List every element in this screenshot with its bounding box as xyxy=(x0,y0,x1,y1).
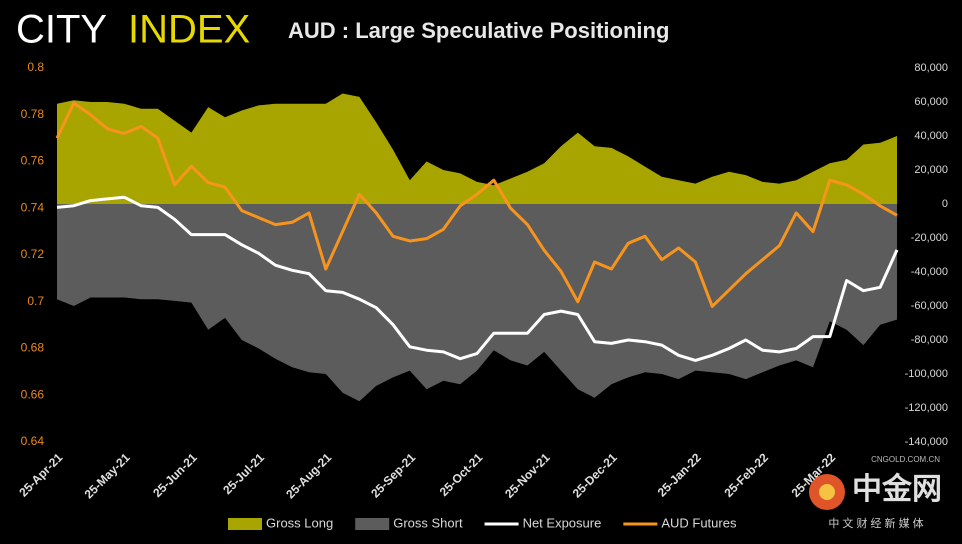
y-tick-label: 0.7 xyxy=(27,294,44,308)
y2-tick-label: -140,000 xyxy=(905,436,948,448)
y2-tick-label: -100,000 xyxy=(905,368,948,380)
y-tick-label: 0.66 xyxy=(21,387,45,401)
y2-tick-label: -120,000 xyxy=(905,402,948,414)
line xyxy=(55,101,898,308)
y2-tick-label: -80,000 xyxy=(911,334,948,346)
y2-tick-label: -60,000 xyxy=(911,300,948,312)
y-tick-label: 0.78 xyxy=(21,107,45,121)
y-tick-label: 0.68 xyxy=(21,341,45,355)
logo-right: INDEX xyxy=(128,8,250,52)
legend-label: AUD Futures xyxy=(661,515,737,530)
chart-title: AUD : Large Speculative Positioning xyxy=(288,18,669,43)
y2-tick-label: 40,000 xyxy=(914,130,948,142)
legend-label: Net Exposure xyxy=(523,515,602,530)
logo-left: CITY xyxy=(16,8,107,52)
watermark-tagline: 中 文 财 经 新 媒 体 xyxy=(828,516,923,530)
y2-tick-label: 60,000 xyxy=(914,96,948,108)
y-tick-label: 0.74 xyxy=(21,200,45,214)
area xyxy=(57,93,897,204)
legend-label: Gross Long xyxy=(266,515,333,530)
y2-tick-label: 20,000 xyxy=(914,164,948,176)
y-tick-label: 0.64 xyxy=(21,434,45,448)
legend-swatch xyxy=(228,518,262,530)
watermark-icon-inner xyxy=(819,484,835,500)
legend-label: Gross Short xyxy=(393,515,463,530)
y-tick-label: 0.76 xyxy=(21,154,45,168)
legend-swatch xyxy=(355,518,390,530)
y2-tick-label: -20,000 xyxy=(911,232,948,244)
y2-tick-label: -40,000 xyxy=(911,266,948,278)
y2-tick-label: 0 xyxy=(942,198,948,210)
watermark: 中金网 CNGOLD.COM.CN 中 文 财 经 新 媒 体 xyxy=(809,455,942,530)
watermark-brand: 中金网 xyxy=(852,472,942,506)
y2-tick-label: 80,000 xyxy=(914,62,948,74)
line xyxy=(56,195,899,362)
plot-area xyxy=(55,93,899,402)
watermark-site: CNGOLD.COM.CN xyxy=(871,455,940,464)
y-tick-label: 0.8 xyxy=(27,60,44,74)
y-tick-label: 0.72 xyxy=(21,247,45,261)
